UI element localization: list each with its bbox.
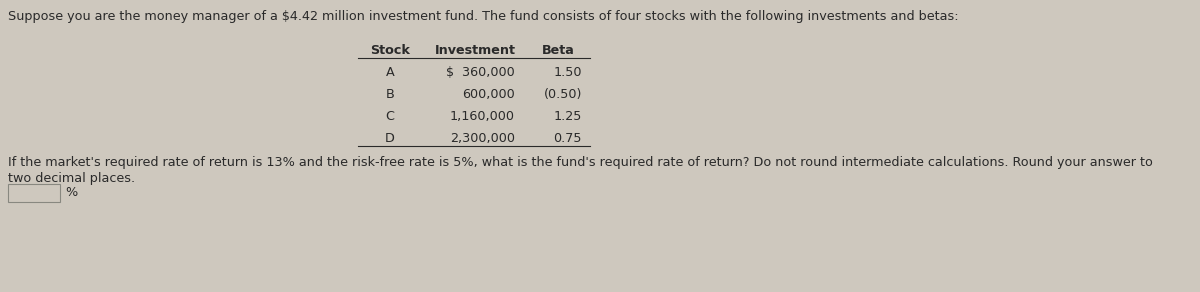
Text: D: D <box>385 132 395 145</box>
Text: Stock: Stock <box>370 44 410 57</box>
Text: Suppose you are the money manager of a $4.42 million investment fund. The fund c: Suppose you are the money manager of a $… <box>8 10 959 23</box>
Text: Beta: Beta <box>541 44 575 57</box>
FancyBboxPatch shape <box>8 184 60 202</box>
Text: Investment: Investment <box>434 44 516 57</box>
Text: C: C <box>385 110 395 123</box>
Text: 0.75: 0.75 <box>553 132 582 145</box>
Text: 1.50: 1.50 <box>553 66 582 79</box>
Text: 600,000: 600,000 <box>462 88 515 101</box>
Text: 1,160,000: 1,160,000 <box>450 110 515 123</box>
Text: 1.25: 1.25 <box>553 110 582 123</box>
Text: 2,300,000: 2,300,000 <box>450 132 515 145</box>
Text: two decimal places.: two decimal places. <box>8 172 136 185</box>
Text: (0.50): (0.50) <box>544 88 582 101</box>
Text: $  360,000: $ 360,000 <box>446 66 515 79</box>
Text: A: A <box>385 66 395 79</box>
Text: If the market's required rate of return is 13% and the risk-free rate is 5%, wha: If the market's required rate of return … <box>8 156 1153 169</box>
Text: %: % <box>65 187 77 199</box>
Text: B: B <box>385 88 395 101</box>
